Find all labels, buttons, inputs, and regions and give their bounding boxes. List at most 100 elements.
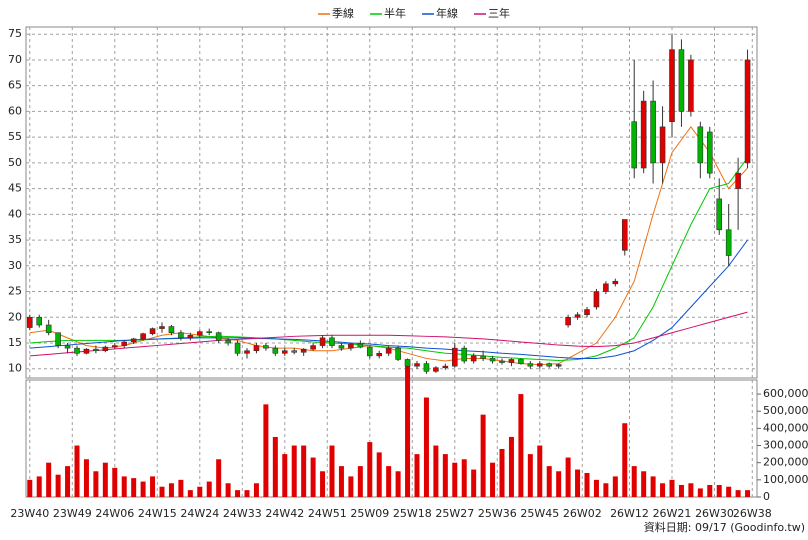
volume-bar — [131, 478, 137, 497]
candle-body — [706, 131, 713, 174]
legend-label: 年線 — [436, 6, 458, 20]
candle-body — [395, 347, 401, 360]
x-tick-label: 24W51 — [308, 507, 347, 520]
candle-body — [725, 229, 732, 256]
y-tick-label: 45 — [8, 182, 22, 195]
y2-tick-label: 100,000 — [763, 473, 808, 486]
y2-tick-label: 600,000 — [763, 387, 808, 400]
candle-body — [26, 316, 33, 328]
volume-bar — [405, 359, 411, 497]
candle-body — [159, 326, 165, 329]
volume-bar — [329, 445, 335, 497]
volume-bar — [272, 436, 278, 497]
candle-body — [253, 345, 260, 352]
volume-bar — [423, 397, 429, 497]
candle-body — [215, 332, 222, 341]
candle-body — [621, 219, 628, 251]
volume-bar — [225, 483, 231, 497]
candle-body — [744, 59, 751, 164]
volume-bar — [320, 471, 326, 497]
candle-body — [527, 363, 534, 367]
candle-body — [102, 346, 109, 352]
footer: 資料日期: 09/17 (Goodinfo.tw) — [644, 520, 805, 534]
candle-body — [206, 331, 213, 334]
candle-body — [93, 348, 99, 352]
candle-body — [178, 332, 184, 339]
volume-bar — [46, 462, 52, 497]
volume-bar — [216, 459, 222, 497]
candle-body — [272, 347, 279, 354]
volume-bar — [140, 481, 146, 497]
candle-body — [735, 172, 741, 189]
volume-bar — [27, 479, 33, 497]
x-tick-label: 24W24 — [180, 507, 219, 520]
y-tick-label: 20 — [8, 310, 22, 323]
candle-body — [433, 367, 439, 372]
y-tick-label: 70 — [8, 53, 22, 66]
candle-body — [196, 331, 203, 336]
candle-body — [263, 345, 269, 349]
candle-body — [499, 360, 505, 363]
y-tick-label: 25 — [8, 285, 22, 298]
volume-bar — [518, 394, 524, 497]
x-tick-label: 26W30 — [695, 507, 734, 520]
x-tick-label: 25W09 — [350, 507, 389, 520]
volume-bar — [603, 483, 609, 497]
y-tick-label: 30 — [8, 259, 22, 272]
candle-body — [593, 291, 600, 308]
volume-bar — [442, 454, 448, 497]
candle-body — [366, 346, 373, 357]
y-tick-label: 65 — [8, 79, 22, 92]
candle-body — [36, 316, 43, 326]
volume-bar — [527, 454, 533, 497]
volume-bar — [338, 466, 344, 497]
volume-bar — [612, 476, 618, 497]
volume-bar — [452, 462, 458, 497]
x-tick-label: 23W49 — [53, 507, 92, 520]
volume-bar — [480, 414, 486, 497]
volume-bar — [471, 469, 477, 497]
candle-body — [584, 309, 590, 315]
y-tick-label: 60 — [8, 104, 22, 117]
candle-body — [565, 316, 571, 326]
candle-body — [518, 359, 524, 364]
y-tick-label: 15 — [8, 336, 22, 349]
candle-body — [300, 348, 307, 353]
volume-bar — [55, 474, 61, 497]
volume-bar — [593, 479, 599, 497]
volume-bar — [622, 423, 628, 497]
y2-tick-label: 400,000 — [763, 421, 808, 434]
y2-tick-label: 500,000 — [763, 404, 808, 417]
x-tick-label: 23W40 — [10, 507, 49, 520]
candle-body — [716, 198, 723, 231]
candle-body — [603, 283, 609, 292]
x-tick-label: 24W42 — [265, 507, 304, 520]
candle-body — [281, 350, 288, 354]
volume-bar — [565, 457, 571, 497]
candle-body — [555, 364, 562, 367]
volume-bar — [499, 448, 505, 497]
candle-body — [149, 328, 156, 335]
x-tick-label: 26W12 — [610, 507, 649, 520]
volume-bar — [282, 454, 288, 497]
ma-line — [29, 239, 748, 359]
candle-body — [121, 341, 128, 346]
volume-bar — [253, 483, 259, 497]
candle-body — [55, 332, 61, 346]
legend-label: 三年 — [488, 6, 510, 20]
candle-body — [329, 337, 335, 346]
volume-bar — [187, 490, 193, 497]
volume-bar — [414, 454, 420, 497]
volume-bar — [395, 471, 401, 497]
candle-body — [357, 343, 364, 348]
volume-bar — [660, 483, 666, 497]
candle-body — [650, 100, 656, 164]
legend-label: 半年 — [384, 6, 406, 20]
candle-body — [546, 363, 553, 367]
volume-bar — [206, 481, 212, 497]
x-tick-label: 26W02 — [563, 507, 602, 520]
candle-body — [225, 340, 231, 344]
volume-bar — [490, 462, 496, 497]
volume-bar — [726, 486, 732, 497]
volume-bar — [669, 479, 675, 497]
